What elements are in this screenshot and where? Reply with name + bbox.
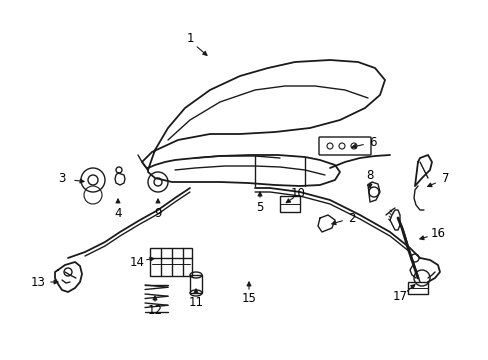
Bar bbox=[150, 248, 192, 276]
Text: 3: 3 bbox=[58, 171, 65, 185]
Bar bbox=[280, 196, 299, 212]
Text: 5: 5 bbox=[256, 201, 263, 213]
Bar bbox=[190, 275, 202, 293]
Text: 16: 16 bbox=[429, 226, 445, 239]
Bar bbox=[407, 282, 427, 294]
Text: 8: 8 bbox=[366, 168, 373, 181]
Text: 10: 10 bbox=[290, 186, 305, 199]
Text: 11: 11 bbox=[188, 296, 203, 309]
Text: 6: 6 bbox=[368, 135, 376, 149]
Text: 13: 13 bbox=[30, 275, 45, 288]
Text: 9: 9 bbox=[154, 207, 162, 220]
Text: 7: 7 bbox=[441, 171, 449, 185]
Text: 17: 17 bbox=[392, 291, 407, 303]
Text: 14: 14 bbox=[129, 256, 144, 269]
Text: 15: 15 bbox=[241, 292, 256, 306]
Text: 2: 2 bbox=[347, 212, 355, 225]
Text: 1: 1 bbox=[186, 32, 193, 45]
Text: 4: 4 bbox=[114, 207, 122, 220]
Text: 12: 12 bbox=[147, 303, 162, 316]
